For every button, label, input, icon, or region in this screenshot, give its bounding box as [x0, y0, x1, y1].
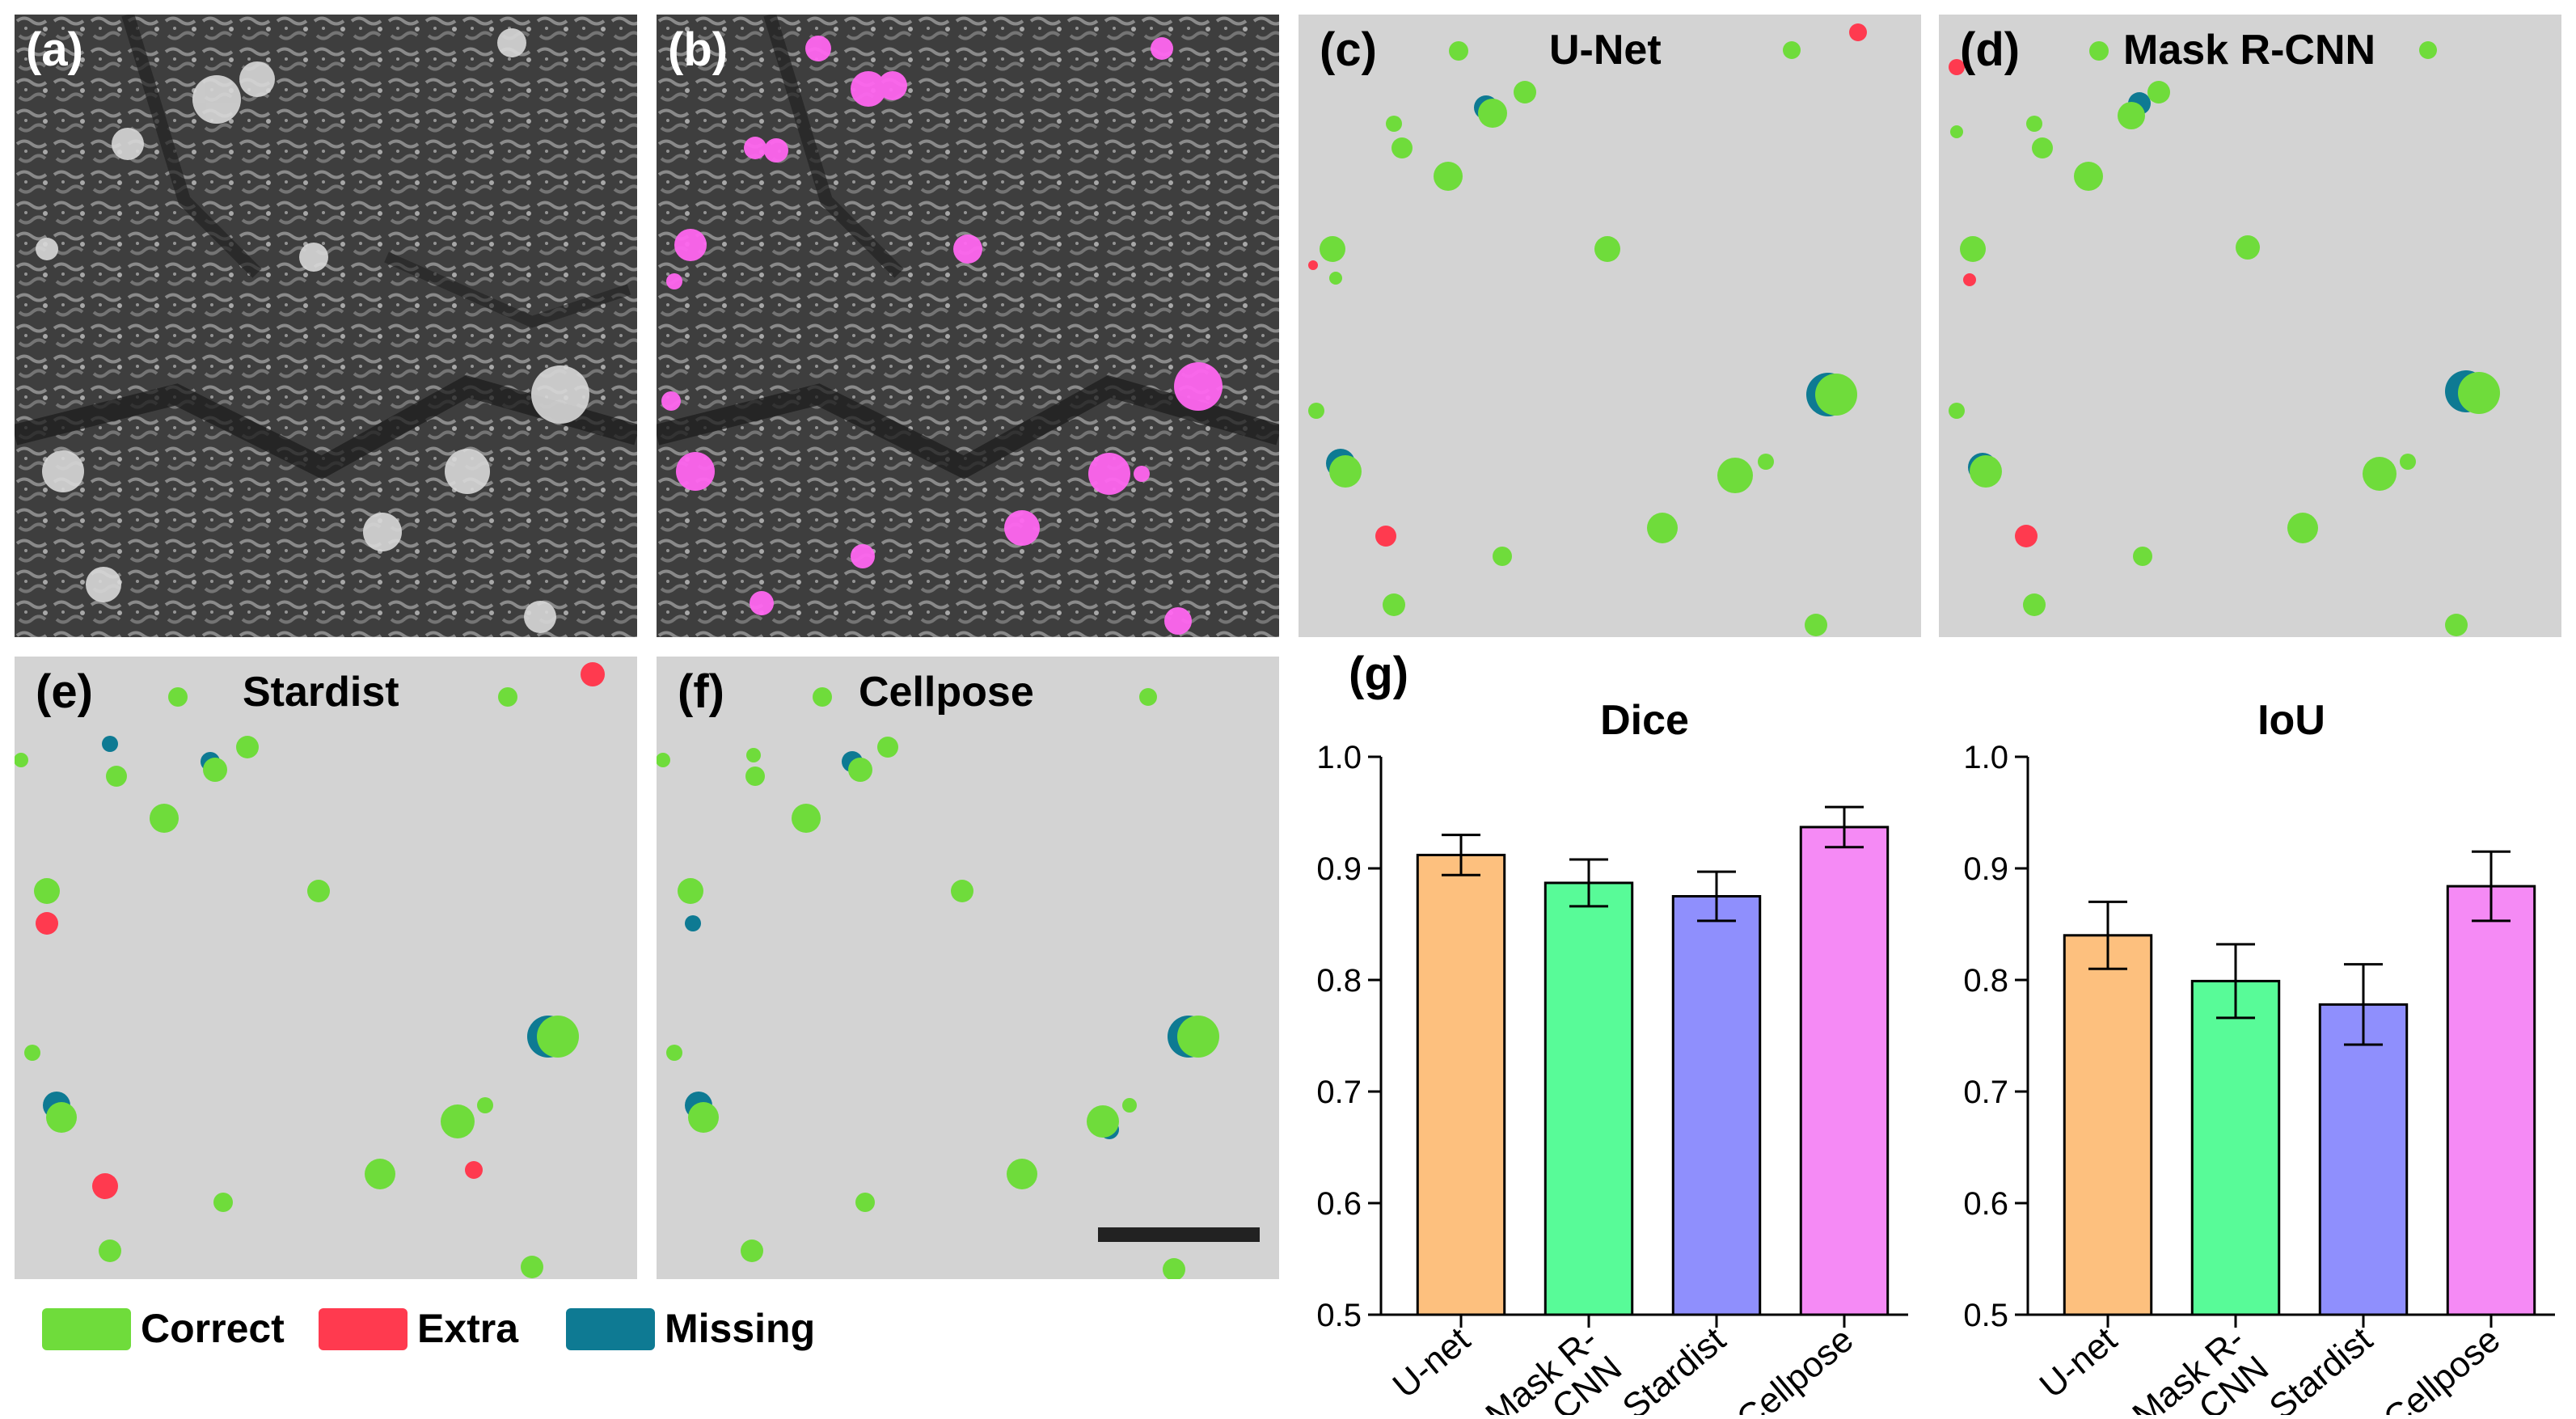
microscopy-image-a	[15, 15, 637, 637]
iou-x-tick-label-line: Cellpose	[2376, 1320, 2508, 1415]
mask-image-cellpose	[657, 687, 1219, 1279]
iou-bar	[2063, 934, 2153, 1316]
iou-x-tick-label-line: U-net	[2033, 1320, 2125, 1406]
panel-label: (f)	[678, 665, 724, 718]
iou-chart: IoU 0.5 0.6 0.7 0.8 0.9 1.0 U-net Mask R-CNN Star…	[1932, 671, 2571, 1419]
dice-y-tick-label: 0.7	[1316, 1075, 1362, 1110]
microscopy-panel-a: (a)	[15, 15, 637, 637]
legend-label: Correct	[141, 1306, 285, 1351]
iou-x-tick-label: Mask R-CNN	[2125, 1320, 2276, 1415]
panel-label: (c)	[1320, 23, 1377, 76]
panel-title: Mask R-CNN	[2123, 27, 2376, 74]
panel-label: (a)	[26, 23, 83, 76]
mask-image-stardist	[15, 662, 605, 1278]
mask-panel-maskrcnn: (d) Mask R-CNN	[1939, 15, 2561, 637]
dice-bar	[1799, 826, 1890, 1316]
panel-label: (b)	[668, 23, 728, 76]
dice-x-tick-label-line: Cellpose	[1729, 1320, 1861, 1415]
dice-y-tick-label: 0.9	[1316, 851, 1362, 887]
dice-y-tick-label: 0.6	[1316, 1186, 1362, 1222]
panel-title: Stardist	[243, 669, 399, 716]
dice-x-tick-label-line: U-net	[1386, 1320, 1478, 1406]
dice-x-tick-label: Mask R-CNN	[1478, 1320, 1629, 1415]
panel-title: Cellpose	[859, 669, 1034, 716]
iou-y-tick-label: 1.0	[1963, 740, 2008, 775]
dice-y-tick-label: 0.8	[1316, 963, 1362, 999]
iou-y-tick-label: 0.6	[1963, 1186, 2008, 1222]
iou-y-tick-label: 0.8	[1963, 963, 2008, 999]
iou-chart-svg: IoU 0.5 0.6 0.7 0.8 0.9 1.0 U-net Mask R-CNNStar…	[1963, 697, 2555, 1419]
iou-chart-title: IoU	[2257, 697, 2325, 744]
dice-bar	[1543, 881, 1634, 1316]
mask-panel-stardist: (e) Stardist	[15, 657, 637, 1279]
dice-x-tick-label: Cellpose	[1729, 1320, 1861, 1415]
legend-swatch	[42, 1308, 131, 1350]
dice-chart-title: Dice	[1600, 697, 1689, 744]
iou-bar	[2446, 885, 2536, 1316]
iou-bar	[2190, 979, 2281, 1316]
dice-chart-svg: Dice 0.5 0.6 0.7 0.8 0.9 1.0 U-net Mask R-CNNSta…	[1316, 697, 1908, 1419]
iou-y-tick-label: 0.5	[1963, 1298, 2008, 1333]
mask-panel-unet: (c) U-Net	[1299, 15, 1921, 637]
dice-x-tick-label: U-net	[1386, 1320, 1478, 1406]
iou-x-tick-label: Cellpose	[2376, 1320, 2508, 1415]
chart-panel-label: (g)	[1349, 648, 1409, 700]
legend-label: Missing	[665, 1306, 816, 1351]
iou-bar	[2318, 1003, 2409, 1316]
microscopy-panel-b: (b)	[657, 15, 1279, 637]
dice-bar	[1671, 895, 1762, 1316]
legend-swatch	[319, 1308, 408, 1350]
dice-x-tick-label: Stardist	[1615, 1320, 1734, 1415]
iou-x-tick-label: U-net	[2033, 1320, 2125, 1406]
panel-label: (d)	[1960, 23, 2021, 76]
dice-chart: Dice 0.5 0.6 0.7 0.8 0.9 1.0 U-net Mask R-CNN Sta…	[1286, 671, 1924, 1419]
dice-y-tick-label: 0.5	[1316, 1298, 1362, 1333]
iou-y-tick-label: 0.9	[1963, 851, 2008, 887]
dice-y-tick-label: 1.0	[1316, 740, 1362, 775]
dice-bar	[1416, 853, 1506, 1316]
mask-panel-cellpose: (f) Cellpose	[657, 657, 1279, 1279]
panel-label: (e)	[36, 665, 93, 718]
microscopy-image-b	[657, 15, 1279, 637]
dice-x-tick-label-line: Stardist	[1615, 1320, 1734, 1415]
iou-x-tick-label-line: Stardist	[2262, 1320, 2380, 1415]
panel-title: U-Net	[1549, 27, 1662, 74]
legend-swatch	[566, 1308, 655, 1350]
scale-bar	[1098, 1227, 1260, 1242]
mask-image-maskrcnn	[1949, 41, 2500, 636]
iou-x-tick-label: Stardist	[2262, 1320, 2380, 1415]
legend-label: Extra	[417, 1306, 519, 1351]
mask-image-unet	[1308, 23, 1867, 636]
iou-y-tick-label: 0.7	[1963, 1075, 2008, 1110]
